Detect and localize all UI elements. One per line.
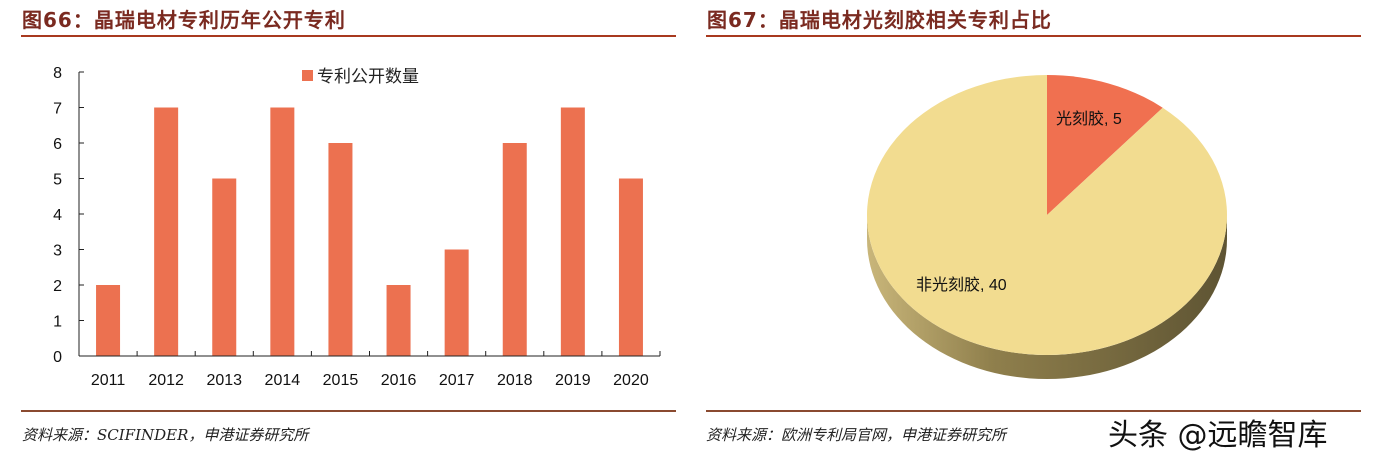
figure-66-title: 图66：晶瑞电材专利历年公开专利: [22, 8, 346, 32]
y-tick-label: 7: [53, 101, 62, 118]
bar-2012: [154, 107, 179, 356]
watermark: 头条 @远瞻智库: [1108, 418, 1328, 453]
x-tick-label: 2011: [91, 372, 126, 389]
y-tick-label: 2: [53, 278, 62, 295]
x-tick-label: 2017: [439, 372, 475, 389]
pie-label-non-photoresist: 非光刻胶, 40: [916, 276, 1007, 294]
legend-swatch-icon: [302, 70, 313, 81]
y-tick-label: 4: [53, 207, 62, 224]
x-tick-label: 2014: [265, 372, 301, 389]
pie-label-photoresist: 光刻胶, 5: [1056, 110, 1122, 128]
bar-2011: [96, 285, 121, 356]
y-tick-label: 8: [53, 65, 62, 82]
figure-66-source: 资料来源：SCIFINDER，申港证券研究所: [22, 426, 309, 444]
source-rule: [21, 410, 676, 412]
bar-2019: [560, 107, 585, 356]
x-tick-label: 2020: [613, 372, 649, 389]
x-tick-label: 2019: [555, 372, 591, 389]
x-axis: 2011 2012 2013 2014 2015 2016 2017 2018 2019 2020: [79, 351, 661, 389]
pie-slice-non-photoresist: [867, 75, 1227, 356]
pie: [867, 75, 1227, 379]
x-tick-label: 2016: [381, 372, 417, 389]
bar-2013: [212, 178, 237, 356]
y-tick-label: 3: [53, 243, 62, 260]
x-tick-label: 2015: [323, 372, 359, 389]
pie-chart: 光刻胶, 5 非光刻胶, 40: [867, 75, 1227, 379]
y-tick-label: 1: [53, 314, 62, 331]
figure-67-title: 图67：晶瑞电材光刻胶相关专利占比: [707, 8, 1052, 32]
figure-67-panel: 图67：晶瑞电材光刻胶相关专利占比 光刻胶, 5 非光刻胶, 40 资料来源：欧…: [690, 0, 1379, 462]
y-tick-label: 0: [53, 349, 62, 366]
x-tick-label: 2018: [497, 372, 533, 389]
bar-2014: [270, 107, 295, 356]
bar-2015: [328, 143, 353, 356]
bar-2016: [386, 285, 411, 356]
source-rule: [706, 410, 1361, 412]
bars: [96, 107, 643, 356]
bar-2017: [444, 249, 469, 356]
pie-side: [867, 215, 1227, 379]
pie-slice-photoresist: [1047, 75, 1163, 215]
figure-67-source: 资料来源：欧洲专利局官网，申港证券研究所: [706, 426, 1007, 444]
legend: 专利公开数量: [302, 67, 419, 86]
x-tick-label: 2013: [206, 372, 242, 389]
title-rule: [21, 35, 676, 37]
title-rule: [706, 35, 1361, 37]
y-tick-label: 5: [53, 172, 62, 189]
legend-label: 专利公开数量: [317, 67, 419, 86]
x-tick-label: 2012: [148, 372, 184, 389]
bar-2020: [618, 178, 643, 356]
y-tick-label: 6: [53, 136, 62, 153]
y-axis: 0 1 2 3 4 5 6 7 8: [53, 65, 84, 366]
bar-2018: [502, 143, 527, 356]
